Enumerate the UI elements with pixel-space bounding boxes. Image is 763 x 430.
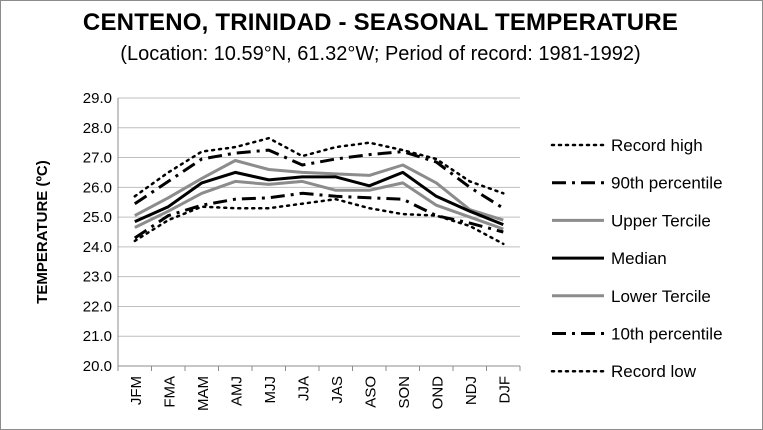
y-tick-label: 23.0: [83, 269, 112, 286]
chart-subtitle: (Location: 10.59°N, 61.32°W; Period of r…: [120, 43, 641, 65]
x-tick-label: ASO: [362, 376, 379, 408]
legend-label: 90th percentile: [611, 174, 723, 193]
y-tick-label: 24.0: [83, 239, 112, 256]
y-tick-label: 20.0: [83, 358, 112, 375]
y-tick-label: 22.0: [83, 298, 112, 315]
chart-title: CENTENO, TRINIDAD - SEASONAL TEMPERATURE: [82, 9, 679, 36]
x-tick-labels: JFM FMA MAM AMJ MJJ JJA JAS ASO SON OND NDJ DJF: [128, 376, 514, 411]
y-tick-label: 29.0: [83, 90, 112, 107]
y-axis-label: TEMPERATURE (ºC): [34, 160, 51, 304]
x-tick-label: MAM: [195, 376, 212, 411]
series-line-upper-tercile: [134, 159, 504, 222]
legend-label: Record low: [611, 362, 697, 381]
y-tick-label: 21.0: [83, 328, 112, 345]
legend: Record high 90th percentile Upper Tercile M…: [550, 136, 723, 381]
y-tick-label: 26.0: [83, 179, 112, 196]
axes: [117, 98, 521, 371]
x-tick-label: AMJ: [228, 376, 245, 406]
series-lines: [133, 136, 505, 246]
legend-label: Record high: [611, 136, 703, 155]
x-tick-label: JJA: [295, 376, 312, 401]
legend-label: Lower Tercile: [611, 287, 711, 306]
y-tick-label: 27.0: [83, 150, 112, 167]
y-tick-label: 28.0: [83, 120, 112, 137]
y-tick-labels: 20.0 21.0 22.0 23.0 24.0 25.0 26.0 27.0 28.0 29.0: [83, 90, 112, 375]
series-line-record-high: [133, 136, 505, 198]
series-line-90th-percentile: [133, 148, 505, 210]
legend-label: Upper Tercile: [611, 211, 711, 230]
x-tick-label: JFM: [128, 376, 145, 405]
x-tick-label: DJF: [496, 376, 513, 404]
gridlines: [118, 97, 520, 337]
series-line-median: [134, 170, 504, 226]
legend-label: 10th percentile: [611, 325, 723, 344]
series-line-record-low: [133, 197, 505, 246]
x-tick-label: NDJ: [463, 376, 480, 405]
x-tick-label: FMA: [161, 376, 178, 408]
y-tick-label: 25.0: [83, 209, 112, 226]
x-tick-label: JAS: [329, 376, 346, 404]
x-tick-label: OND: [429, 376, 446, 410]
series-line-lower-tercile: [134, 179, 504, 231]
legend-label: Median: [611, 249, 667, 268]
x-tick-label: SON: [396, 376, 413, 409]
x-tick-label: MJJ: [262, 376, 279, 404]
